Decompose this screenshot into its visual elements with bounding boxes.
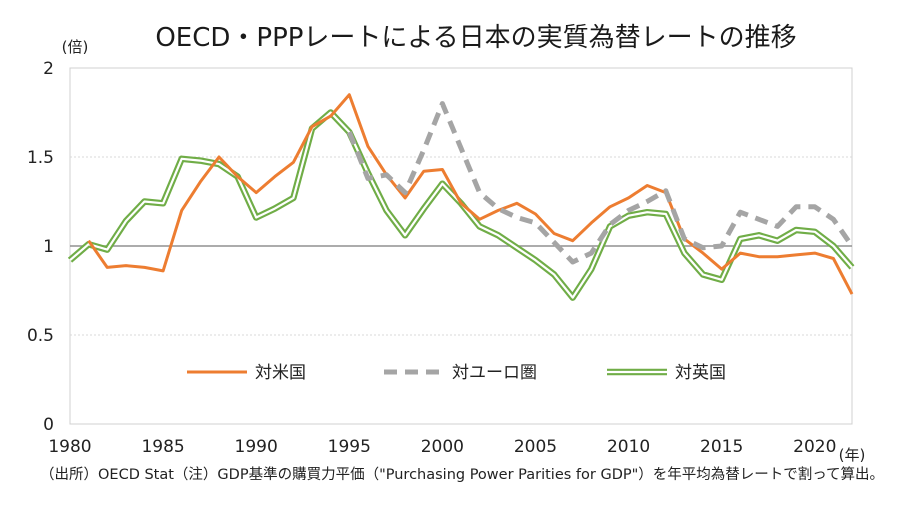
legend: 対米国 対ユーロ圏 対英国 [187, 363, 726, 383]
y-tick-label: 2 [43, 59, 54, 79]
x-tick-label: 2020 [793, 437, 836, 457]
axes: 0 0.5 1 1.5 2 1980 1985 1990 1995 2000 2005 2010 201… [27, 59, 836, 457]
x-tick-label: 2005 [514, 437, 557, 457]
chart-title: OECD・PPPレートによる日本の実質為替レートの推移 [155, 23, 796, 53]
y-tick-label: 1.5 [27, 148, 54, 168]
source-note: （出所）OECD Stat（注）GDP基準の購買力平価（"Purchasing … [40, 467, 885, 483]
x-tick-label: 2015 [700, 437, 743, 457]
y-tick-label: 0 [43, 415, 54, 435]
x-tick-label: 1995 [328, 437, 371, 457]
y-tick-label: 1 [43, 237, 54, 257]
series-1-line [346, 101, 855, 265]
legend-label: 対英国 [675, 363, 726, 383]
chart: OECD・PPPレートによる日本の実質為替レートの推移 (倍) (年) 0 0.5… [27, 23, 866, 464]
legend-label: 対ユーロ圏 [452, 363, 537, 383]
x-tick-label: 2010 [607, 437, 650, 457]
y-tick-label: 0.5 [27, 326, 54, 346]
x-tick-label: 2000 [421, 437, 464, 457]
x-tick-label: 1980 [48, 437, 91, 457]
x-axis-unit: (年) [839, 446, 866, 464]
x-tick-label: 1985 [141, 437, 184, 457]
x-tick-label: 1990 [235, 437, 278, 457]
y-axis-unit: (倍) [62, 38, 89, 56]
series-lines [67, 93, 855, 301]
legend-label: 対米国 [255, 363, 306, 383]
series-0-line [87, 93, 854, 295]
